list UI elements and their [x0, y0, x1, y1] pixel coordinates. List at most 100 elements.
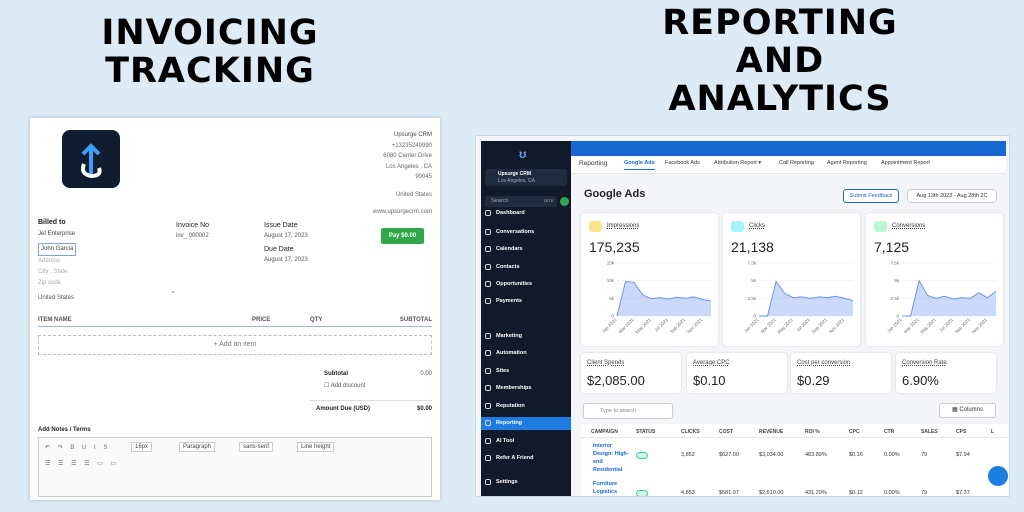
icon: [485, 298, 491, 304]
sidebar-item[interactable]: Refer A Friend: [481, 452, 571, 465]
column-header: REVENUE: [759, 429, 784, 435]
icon: [485, 246, 491, 252]
y-tick-label: 0: [753, 314, 756, 319]
toolbar-select: sans-serif: [239, 442, 274, 452]
company-info: Upsurge CRM +13235249990 6080 Center Drive…: [373, 130, 432, 218]
value: August 17, 2023: [264, 233, 308, 239]
company-line: United States: [395, 191, 432, 198]
x-tick-label: Sep 2021: [954, 317, 972, 335]
x-tick-label: Jul 2021: [938, 317, 954, 333]
x-tick-label: May 2021: [776, 317, 794, 335]
tab[interactable]: Call Reporting: [779, 160, 814, 166]
cell: 79: [921, 490, 928, 496]
icon: [589, 221, 602, 232]
sidebar-item[interactable]: Reporting: [481, 417, 571, 430]
search-key: ctrl K: [543, 198, 554, 203]
x-tick-label: Sep 2021: [669, 317, 687, 335]
cell: $2,510.00: [759, 490, 784, 496]
chat-widget[interactable]: [988, 466, 1008, 486]
column-header: CTR: [884, 429, 895, 435]
add-item[interactable]: + Add an item: [38, 335, 432, 355]
tab[interactable]: Attribution Report ▾: [714, 160, 762, 166]
sidebar-item[interactable]: Opportunities: [481, 278, 571, 291]
card-label: Clicks: [749, 223, 765, 229]
tab[interactable]: Agent Reporting: [827, 160, 867, 166]
billed-line: Jet Enterprise: [38, 231, 76, 237]
x-tick-label: Nov 2021: [686, 317, 704, 335]
sidebar-item[interactable]: Conversations: [481, 226, 571, 239]
metric-value: $0.10: [693, 373, 726, 388]
status-badge: [636, 490, 648, 496]
pay-button[interactable]: Pay $0.00: [381, 228, 424, 244]
icon: [731, 221, 744, 232]
campaign-name: Furniture Logistics: [593, 481, 618, 495]
cell: $627.00: [719, 452, 739, 458]
sidebar-label: Reporting: [496, 420, 522, 426]
sidebar-label: Settings: [496, 479, 518, 485]
search[interactable]: Search ctrl K: [485, 196, 557, 207]
table-search[interactable]: Type to search: [583, 403, 673, 419]
x-tick-label: Sep 2021: [811, 317, 829, 335]
add-discount[interactable]: ☐ Add discount: [324, 383, 366, 389]
left-title: INVOICING TRACKING: [60, 14, 360, 90]
line: [759, 280, 854, 317]
tab[interactable]: Google Ads: [624, 160, 655, 170]
sidebar-label: Sites: [496, 368, 510, 374]
sidebar-label: Opportunities: [496, 281, 533, 287]
invoice-panel: Upsurge CRM +13235249990 6080 Center Drive…: [30, 118, 440, 500]
icon: [485, 281, 491, 287]
icon: [874, 221, 887, 232]
toolbar-icons: ↶ ↷ B U I S: [45, 445, 111, 451]
metric-box: Cost per conversion $0.29: [791, 353, 891, 393]
company-line: Los Angeles , CA: [385, 163, 432, 170]
chevron: ⌄: [170, 288, 176, 295]
date-range[interactable]: Aug 13th 2023 - Aug 28th 2C: [907, 189, 997, 203]
sidebar-label: Reputation: [496, 403, 525, 409]
x-tick-label: Mar 2021: [903, 317, 920, 334]
metric-card: Clicks 21,138 0 2.5k 5k 7.5k Jan 2021 Mar 2021 M…: [723, 213, 860, 346]
sidebar-item[interactable]: Dashboard: [481, 207, 571, 220]
label: Billed to: [38, 219, 66, 226]
sidebar-item[interactable]: Reputation: [481, 400, 571, 413]
submit-feedback[interactable]: Submit Feedback: [843, 189, 899, 203]
sidebar-item[interactable]: Memberships: [481, 382, 571, 395]
cell: 0.00%: [884, 452, 900, 458]
sidebar-item[interactable]: Calendars: [481, 243, 571, 256]
cell: 483.89%: [805, 452, 827, 458]
columns-button[interactable]: ▦ Columns: [939, 403, 996, 418]
y-tick-label: 5k: [751, 278, 757, 283]
tab[interactable]: Appointment Report: [881, 160, 930, 166]
notes-editor[interactable]: ↶ ↷ B U I S ☰ ☰ ☰ ☰ ▭ ▭ 16px Paragraph san…: [38, 437, 432, 497]
cell: $7.94: [956, 452, 970, 458]
column-header: CPC: [849, 429, 860, 435]
value: $0.00: [416, 406, 432, 412]
text: Columns: [959, 407, 984, 413]
column-header: SUBTOTAL: [399, 317, 432, 323]
location[interactable]: Upsurge CRM Los Angeles, CA: [485, 169, 567, 186]
y-tick-label: 15k: [607, 261, 615, 266]
icon: [485, 229, 491, 235]
column-header: ITEM NAME: [38, 317, 72, 323]
sidebar-item[interactable]: AI Tool: [481, 435, 571, 448]
campaign-table: CAMPAIGN STATUS CLICKS COST REVENUE ROI % CPC C…: [581, 424, 1009, 496]
tab[interactable]: Facebook Ads: [665, 160, 700, 166]
placeholder: Type to search: [600, 408, 637, 414]
sidebar-item[interactable]: Automation: [481, 347, 571, 360]
card-label: Impressions: [607, 223, 640, 229]
sidebar-label: AI Tool: [496, 438, 515, 444]
line: [902, 279, 997, 317]
metric-box: Conversion Rate 6.90%: [896, 353, 996, 393]
sidebar-item[interactable]: Settings: [481, 476, 571, 489]
add-button[interactable]: [560, 197, 569, 206]
sidebar-item[interactable]: Payments: [481, 295, 571, 308]
mini-chart: 0 5k 10k 15k Jan 2021 Mar 2021 May 2021 Jul 202…: [601, 261, 712, 335]
sidebar-item[interactable]: Marketing: [481, 330, 571, 343]
area: [759, 281, 853, 316]
icon: [485, 368, 491, 374]
sidebar-item[interactable]: Sites: [481, 365, 571, 378]
cell: 79: [921, 452, 928, 458]
column-header: STATUS: [636, 429, 656, 435]
toolbar-select: 16px: [131, 442, 153, 452]
sidebar-item[interactable]: Contacts: [481, 261, 571, 274]
cell: 431.29%: [805, 490, 827, 496]
